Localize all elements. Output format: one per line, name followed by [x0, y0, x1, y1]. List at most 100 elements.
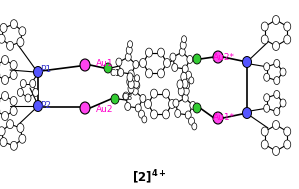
- Ellipse shape: [182, 94, 188, 102]
- Text: $\mathbf{[2]}^{\mathbf{4+}}$: $\mathbf{[2]}^{\mathbf{4+}}$: [132, 168, 166, 186]
- Text: C1: C1: [109, 70, 120, 78]
- Ellipse shape: [272, 42, 280, 50]
- Ellipse shape: [184, 82, 190, 89]
- Ellipse shape: [272, 15, 280, 25]
- Ellipse shape: [178, 87, 184, 96]
- Text: Au2: Au2: [96, 105, 114, 115]
- Ellipse shape: [172, 64, 178, 71]
- Ellipse shape: [177, 80, 183, 89]
- Ellipse shape: [135, 75, 140, 82]
- Ellipse shape: [0, 127, 5, 136]
- Ellipse shape: [274, 59, 280, 67]
- Ellipse shape: [284, 22, 291, 31]
- Ellipse shape: [132, 87, 138, 95]
- Ellipse shape: [274, 91, 280, 98]
- Ellipse shape: [140, 94, 146, 102]
- Ellipse shape: [0, 138, 7, 147]
- Ellipse shape: [116, 58, 122, 66]
- Ellipse shape: [213, 112, 223, 124]
- Ellipse shape: [158, 69, 164, 78]
- Ellipse shape: [19, 134, 26, 143]
- Ellipse shape: [7, 120, 13, 129]
- Ellipse shape: [0, 23, 7, 33]
- Ellipse shape: [274, 108, 280, 115]
- Ellipse shape: [180, 41, 186, 49]
- Ellipse shape: [280, 68, 286, 76]
- Ellipse shape: [242, 108, 251, 119]
- Ellipse shape: [185, 111, 191, 119]
- Ellipse shape: [10, 70, 17, 80]
- Ellipse shape: [264, 73, 270, 81]
- Ellipse shape: [193, 54, 201, 64]
- Ellipse shape: [123, 92, 129, 100]
- Ellipse shape: [1, 56, 8, 64]
- Ellipse shape: [80, 102, 90, 114]
- Ellipse shape: [140, 59, 147, 67]
- Ellipse shape: [190, 101, 196, 109]
- Ellipse shape: [10, 141, 17, 150]
- Ellipse shape: [274, 77, 280, 84]
- Ellipse shape: [181, 36, 187, 43]
- Ellipse shape: [17, 88, 23, 96]
- Ellipse shape: [127, 77, 133, 86]
- Text: C8: C8: [121, 92, 132, 101]
- Ellipse shape: [175, 109, 181, 118]
- Ellipse shape: [135, 104, 141, 112]
- Ellipse shape: [127, 73, 133, 82]
- Ellipse shape: [132, 76, 138, 84]
- Ellipse shape: [146, 48, 152, 57]
- Ellipse shape: [173, 99, 179, 107]
- Ellipse shape: [1, 75, 8, 84]
- Ellipse shape: [7, 41, 13, 50]
- Ellipse shape: [125, 53, 131, 61]
- Ellipse shape: [133, 80, 139, 88]
- Ellipse shape: [10, 20, 17, 29]
- Ellipse shape: [261, 140, 268, 149]
- Ellipse shape: [30, 80, 36, 88]
- Ellipse shape: [111, 94, 119, 104]
- Ellipse shape: [169, 99, 176, 108]
- Ellipse shape: [125, 102, 131, 111]
- Ellipse shape: [150, 89, 158, 98]
- Ellipse shape: [162, 89, 170, 98]
- Ellipse shape: [126, 46, 132, 54]
- Ellipse shape: [128, 70, 134, 78]
- Ellipse shape: [264, 94, 270, 102]
- Ellipse shape: [0, 34, 5, 43]
- Ellipse shape: [189, 77, 194, 84]
- Ellipse shape: [138, 110, 144, 118]
- Ellipse shape: [284, 35, 291, 44]
- Ellipse shape: [128, 80, 134, 89]
- Ellipse shape: [80, 59, 90, 71]
- Ellipse shape: [17, 38, 24, 46]
- Ellipse shape: [10, 60, 17, 70]
- Ellipse shape: [242, 57, 251, 67]
- Ellipse shape: [185, 71, 192, 79]
- Ellipse shape: [150, 110, 158, 119]
- Text: Au2*: Au2*: [213, 53, 235, 61]
- Ellipse shape: [142, 116, 147, 123]
- Ellipse shape: [162, 110, 170, 119]
- Ellipse shape: [1, 91, 8, 101]
- Text: Au1*: Au1*: [213, 112, 235, 122]
- Ellipse shape: [261, 22, 268, 31]
- Ellipse shape: [264, 104, 270, 112]
- Ellipse shape: [213, 51, 223, 63]
- Ellipse shape: [261, 35, 268, 44]
- Ellipse shape: [33, 88, 39, 96]
- Ellipse shape: [104, 63, 112, 73]
- Ellipse shape: [182, 79, 188, 88]
- Ellipse shape: [261, 127, 268, 136]
- Text: P1: P1: [40, 64, 51, 74]
- Ellipse shape: [179, 48, 185, 56]
- Ellipse shape: [272, 146, 280, 156]
- Ellipse shape: [187, 55, 193, 64]
- Ellipse shape: [284, 127, 291, 136]
- Ellipse shape: [20, 80, 26, 88]
- Ellipse shape: [182, 65, 188, 73]
- Ellipse shape: [188, 117, 195, 125]
- Ellipse shape: [19, 27, 26, 36]
- Ellipse shape: [118, 68, 124, 77]
- Ellipse shape: [272, 121, 280, 129]
- Ellipse shape: [128, 84, 134, 93]
